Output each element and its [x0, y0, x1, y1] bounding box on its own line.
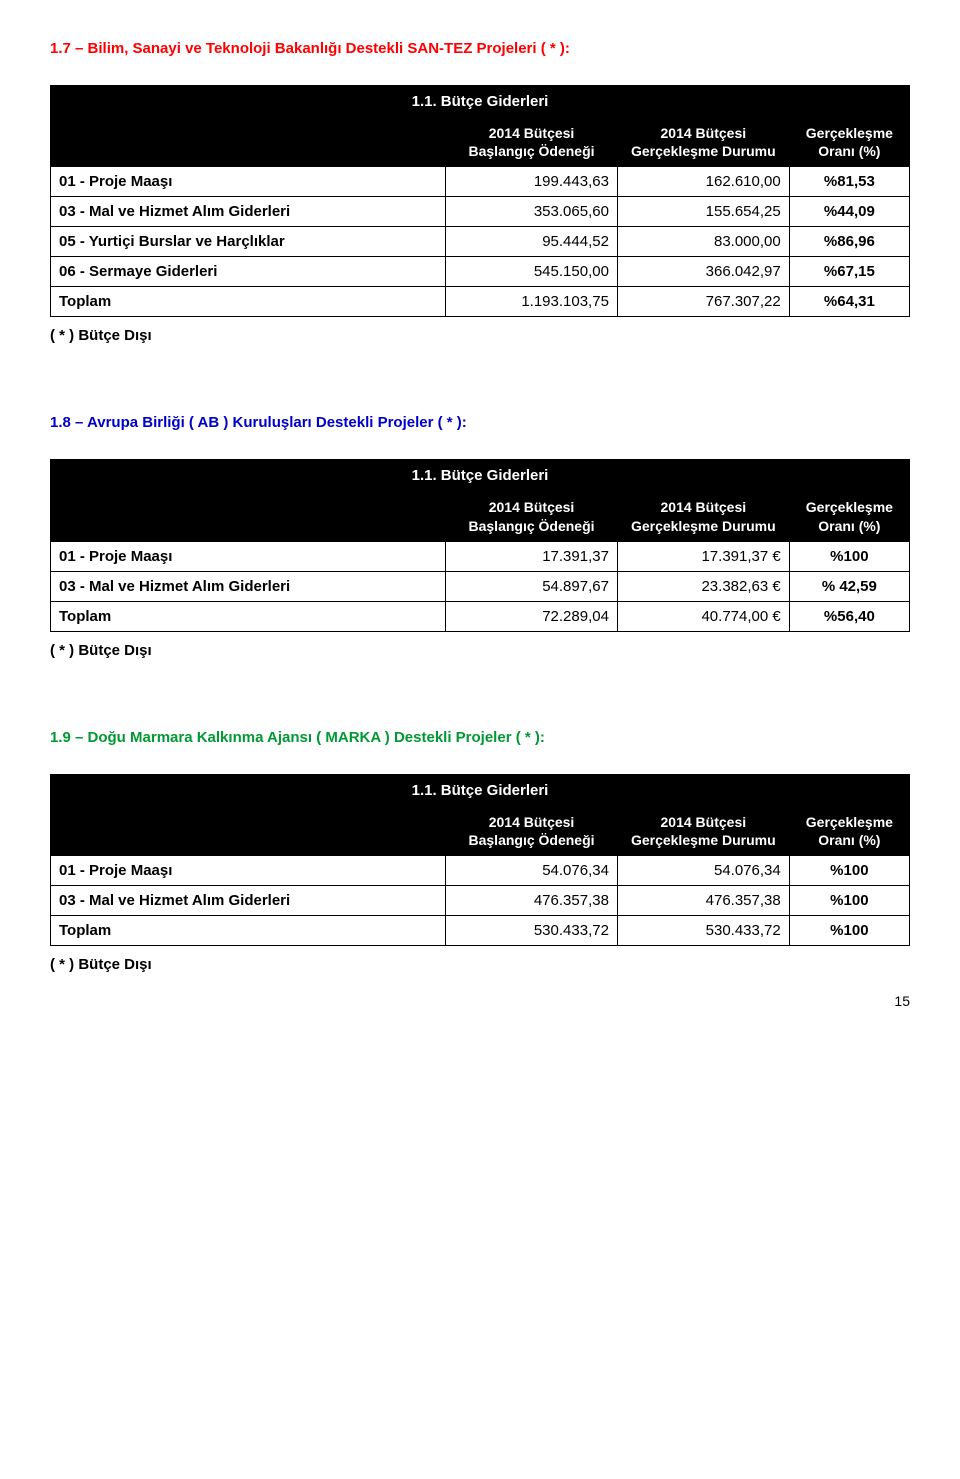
percent-cell: %56,40: [789, 601, 909, 631]
column-header-row: 2014 Bütçesi Başlangıç Ödeneği 2014 Bütç…: [51, 118, 910, 167]
value-cell: 476.357,38: [617, 886, 789, 916]
column-header-row: 2014 Bütçesi Başlangıç Ödeneği 2014 Bütç…: [51, 492, 910, 541]
value-cell: 530.433,72: [446, 916, 618, 946]
row-label: Toplam: [51, 601, 446, 631]
col-head-3: Gerçekleşme Oranı (%): [789, 118, 909, 167]
percent-cell: %67,15: [789, 257, 909, 287]
value-cell: 17.391,37: [446, 541, 618, 571]
percent-cell: %100: [789, 886, 909, 916]
row-label: 06 - Sermaye Giderleri: [51, 257, 446, 287]
percent-cell: %81,53: [789, 167, 909, 197]
table-row: 01 - Proje Maaşı 199.443,63 162.610,00 %…: [51, 167, 910, 197]
value-cell: 530.433,72: [617, 916, 789, 946]
footnote: ( * ) Bütçe Dışı: [50, 327, 910, 344]
section-title: 1.9 – Doğu Marmara Kalkınma Ajansı ( MAR…: [50, 729, 910, 746]
table-row-total: Toplam 72.289,04 40.774,00 € %56,40: [51, 601, 910, 631]
value-cell: 476.357,38: [446, 886, 618, 916]
percent-cell: %100: [789, 856, 909, 886]
percent-cell: %64,31: [789, 287, 909, 317]
table-row: 03 - Mal ve Hizmet Alım Giderleri 54.897…: [51, 571, 910, 601]
footnote: ( * ) Bütçe Dışı: [50, 642, 910, 659]
col-head-1: 2014 Bütçesi Başlangıç Ödeneği: [446, 806, 618, 855]
table-row: 05 - Yurtiçi Burslar ve Harçlıklar 95.44…: [51, 227, 910, 257]
row-label: 01 - Proje Maaşı: [51, 856, 446, 886]
banner-title: 1.1. Bütçe Giderleri: [51, 86, 910, 118]
table-row: 03 - Mal ve Hizmet Alım Giderleri 476.35…: [51, 886, 910, 916]
section-title: 1.7 – Bilim, Sanayi ve Teknoloji Bakanlı…: [50, 40, 910, 57]
value-cell: 155.654,25: [617, 197, 789, 227]
table-row-total: Toplam 1.193.103,75 767.307,22 %64,31: [51, 287, 910, 317]
col-head-2: 2014 Bütçesi Gerçekleşme Durumu: [617, 492, 789, 541]
column-header-row: 2014 Bütçesi Başlangıç Ödeneği 2014 Bütç…: [51, 806, 910, 855]
value-cell: 767.307,22: [617, 287, 789, 317]
percent-cell: %100: [789, 916, 909, 946]
row-label: 05 - Yurtiçi Burslar ve Harçlıklar: [51, 227, 446, 257]
value-cell: 23.382,63 €: [617, 571, 789, 601]
row-label: 03 - Mal ve Hizmet Alım Giderleri: [51, 886, 446, 916]
table-row: 03 - Mal ve Hizmet Alım Giderleri 353.06…: [51, 197, 910, 227]
budget-table: 1.1. Bütçe Giderleri 2014 Bütçesi Başlan…: [50, 85, 910, 317]
banner-title: 1.1. Bütçe Giderleri: [51, 774, 910, 806]
value-cell: 54.076,34: [446, 856, 618, 886]
value-cell: 95.444,52: [446, 227, 618, 257]
blank-col-head: [51, 118, 446, 167]
value-cell: 199.443,63: [446, 167, 618, 197]
value-cell: 162.610,00: [617, 167, 789, 197]
col-head-2: 2014 Bütçesi Gerçekleşme Durumu: [617, 806, 789, 855]
col-head-2: 2014 Bütçesi Gerçekleşme Durumu: [617, 118, 789, 167]
percent-cell: %44,09: [789, 197, 909, 227]
section-title: 1.8 – Avrupa Birliği ( AB ) Kuruluşları …: [50, 414, 910, 431]
percent-cell: % 42,59: [789, 571, 909, 601]
col-head-3: Gerçekleşme Oranı (%): [789, 492, 909, 541]
value-cell: 1.193.103,75: [446, 287, 618, 317]
value-cell: 83.000,00: [617, 227, 789, 257]
row-label: 01 - Proje Maaşı: [51, 541, 446, 571]
blank-col-head: [51, 492, 446, 541]
row-label: 01 - Proje Maaşı: [51, 167, 446, 197]
col-head-3: Gerçekleşme Oranı (%): [789, 806, 909, 855]
budget-table: 1.1. Bütçe Giderleri 2014 Bütçesi Başlan…: [50, 459, 910, 631]
banner-row: 1.1. Bütçe Giderleri: [51, 774, 910, 806]
percent-cell: %100: [789, 541, 909, 571]
table-row: 01 - Proje Maaşı 54.076,34 54.076,34 %10…: [51, 856, 910, 886]
footnote: ( * ) Bütçe Dışı: [50, 956, 910, 973]
value-cell: 54.897,67: [446, 571, 618, 601]
percent-cell: %86,96: [789, 227, 909, 257]
row-label: Toplam: [51, 916, 446, 946]
col-head-1: 2014 Bütçesi Başlangıç Ödeneği: [446, 118, 618, 167]
table-row: 01 - Proje Maaşı 17.391,37 17.391,37 € %…: [51, 541, 910, 571]
banner-row: 1.1. Bütçe Giderleri: [51, 86, 910, 118]
page-number: 15: [50, 993, 910, 1009]
value-cell: 353.065,60: [446, 197, 618, 227]
value-cell: 54.076,34: [617, 856, 789, 886]
banner-title: 1.1. Bütçe Giderleri: [51, 460, 910, 492]
banner-row: 1.1. Bütçe Giderleri: [51, 460, 910, 492]
value-cell: 40.774,00 €: [617, 601, 789, 631]
row-label: 03 - Mal ve Hizmet Alım Giderleri: [51, 571, 446, 601]
table-row-total: Toplam 530.433,72 530.433,72 %100: [51, 916, 910, 946]
row-label: 03 - Mal ve Hizmet Alım Giderleri: [51, 197, 446, 227]
row-label: Toplam: [51, 287, 446, 317]
value-cell: 366.042,97: [617, 257, 789, 287]
value-cell: 17.391,37 €: [617, 541, 789, 571]
value-cell: 545.150,00: [446, 257, 618, 287]
budget-table: 1.1. Bütçe Giderleri 2014 Bütçesi Başlan…: [50, 774, 910, 946]
blank-col-head: [51, 806, 446, 855]
col-head-1: 2014 Bütçesi Başlangıç Ödeneği: [446, 492, 618, 541]
value-cell: 72.289,04: [446, 601, 618, 631]
table-row: 06 - Sermaye Giderleri 545.150,00 366.04…: [51, 257, 910, 287]
